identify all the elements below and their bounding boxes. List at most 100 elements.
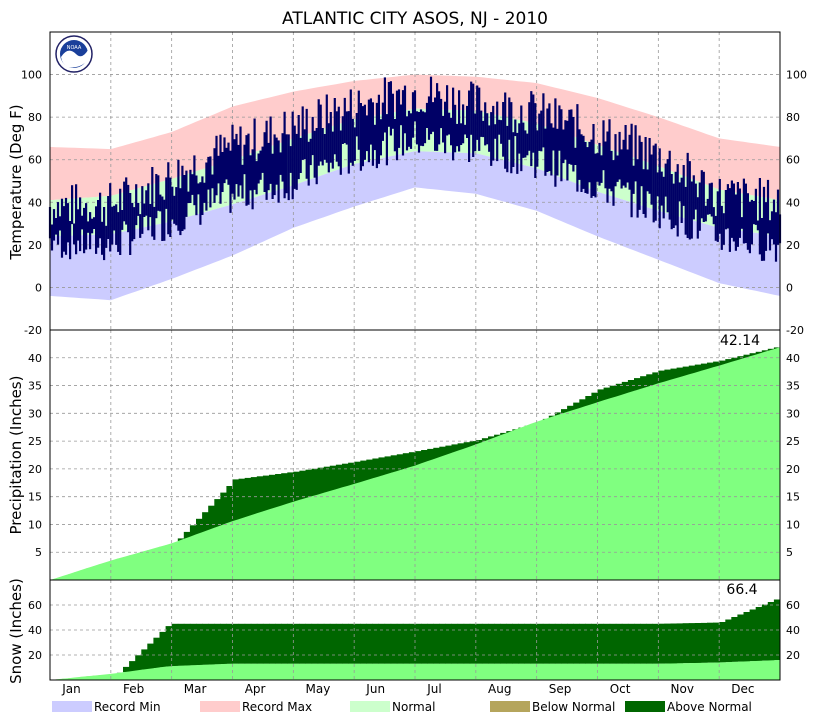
snow-above-normal-segment bbox=[640, 623, 647, 664]
snow-above-normal-segment bbox=[366, 623, 373, 664]
legend-swatch-record-max bbox=[200, 701, 240, 712]
precip-above-normal-segment bbox=[561, 409, 568, 414]
legend-swatch-below-normal bbox=[490, 701, 530, 712]
precipitation-panel: 5 5 10 10 15 15 20 20 25 25 30 30 35 35 40 40 Precipita… bbox=[7, 330, 800, 580]
precip-above-normal-segment bbox=[749, 353, 757, 357]
snow-above-normal-segment bbox=[299, 623, 306, 664]
snow-above-normal-segment bbox=[615, 623, 623, 664]
precip-above-normal-segment bbox=[244, 477, 252, 518]
y-tick-label-right: 20 bbox=[786, 463, 800, 476]
y-tick-label-left: 40 bbox=[28, 352, 42, 365]
snow-above-normal-segment bbox=[457, 623, 465, 664]
precip-above-normal-segment bbox=[573, 402, 580, 410]
y-tick-label-left: 20 bbox=[28, 649, 42, 662]
precip-above-normal-segment bbox=[335, 464, 343, 490]
snow-above-normal-segment bbox=[384, 623, 392, 664]
snow-above-normal-segment bbox=[749, 609, 757, 662]
snow-above-normal-segment bbox=[670, 623, 678, 664]
snow-above-normal-segment bbox=[269, 623, 276, 664]
legend-label-above-normal: Above Normal bbox=[667, 700, 752, 714]
precip-above-normal-segment bbox=[743, 354, 751, 359]
precip-above-normal-segment bbox=[360, 460, 367, 482]
precip-above-normal-segment bbox=[694, 364, 702, 373]
snow-y-ticks: 20 20 40 40 60 60 bbox=[28, 599, 800, 662]
precip-above-normal-segment bbox=[457, 443, 465, 451]
precip-above-normal-segment bbox=[615, 383, 623, 397]
snow-above-normal-segment bbox=[189, 623, 197, 666]
snow-above-normal-segment bbox=[725, 619, 732, 663]
snow-above-normal-segment bbox=[767, 602, 775, 661]
snow-above-normal-segment bbox=[208, 623, 215, 665]
precip-above-normal-segment bbox=[646, 374, 653, 388]
x-tick-label: Aug bbox=[488, 682, 511, 696]
precip-above-normal-segment bbox=[719, 360, 726, 366]
precip-above-normal-segment bbox=[488, 436, 495, 440]
snow-above-normal-segment bbox=[123, 666, 130, 673]
precip-above-normal-segment bbox=[384, 456, 392, 475]
snow-y-axis-label: Snow (Inches) bbox=[7, 578, 25, 684]
snow-above-normal-segment bbox=[451, 623, 459, 664]
precip-above-normal-segment bbox=[421, 450, 428, 464]
snow-above-normal-segment bbox=[281, 623, 288, 664]
snow-above-normal-segment bbox=[603, 623, 611, 664]
precip-above-normal-segment bbox=[597, 389, 605, 403]
y-tick-label-right: 10 bbox=[786, 518, 800, 531]
precip-above-normal-segment bbox=[451, 444, 459, 453]
precip-above-normal-segment bbox=[408, 452, 416, 468]
snow-above-normal-segment bbox=[646, 623, 653, 664]
y-tick-label-right: 40 bbox=[786, 624, 800, 637]
precip-above-normal-segment bbox=[214, 499, 221, 528]
snow-above-normal-segment bbox=[408, 623, 416, 664]
snow-above-normal-segment bbox=[548, 623, 556, 664]
precip-above-normal-segment bbox=[725, 359, 732, 364]
record-min-band bbox=[50, 151, 780, 301]
precip-above-normal-segment bbox=[640, 376, 647, 389]
precip-above-normal-segment bbox=[439, 446, 446, 458]
precipitation-areas bbox=[50, 347, 781, 580]
panel-frame bbox=[49, 579, 781, 681]
y-tick-label-left: 20 bbox=[28, 463, 42, 476]
snow-above-normal-segment bbox=[621, 623, 629, 664]
snow-above-normal-segment bbox=[244, 623, 252, 664]
y-tick-label-left: 30 bbox=[28, 407, 42, 420]
x-tick-label: Jun bbox=[365, 682, 385, 696]
precip-above-normal-segment bbox=[256, 476, 264, 514]
y-tick-label-right: 0 bbox=[786, 281, 793, 294]
snow-grid bbox=[50, 580, 780, 680]
precip-above-normal-segment bbox=[481, 438, 489, 443]
y-tick-label-left: 20 bbox=[28, 239, 42, 252]
precip-above-normal-segment bbox=[475, 440, 483, 445]
precipitation-total-label: 42.14 bbox=[720, 333, 760, 349]
observed-temperature-bars bbox=[48, 76, 782, 262]
snow-above-normal-segment bbox=[445, 623, 452, 664]
precip-above-normal-segment bbox=[445, 445, 452, 455]
chart-title: ATLANTIC CITY ASOS, NJ - 2010 bbox=[282, 9, 548, 29]
legend: Record Min Record Max Normal Below Norma… bbox=[52, 700, 752, 714]
precip-above-normal-segment bbox=[415, 451, 422, 466]
y-tick-label-right: -20 bbox=[786, 324, 804, 337]
y-tick-label-right: 60 bbox=[786, 154, 800, 167]
snow-above-normal-segment bbox=[737, 614, 744, 662]
temperature-y-ticks: -20 -20 0 0 20 20 40 40 60 60 80 80 100 100 bbox=[21, 69, 807, 337]
x-tick-label: Apr bbox=[245, 682, 266, 696]
precip-above-normal-segment bbox=[469, 441, 477, 447]
snow-above-normal-segment bbox=[427, 623, 434, 664]
snow-above-normal-segment bbox=[561, 623, 568, 664]
snow-above-normal-segment bbox=[597, 623, 605, 664]
precip-above-normal-segment bbox=[262, 475, 270, 512]
precip-above-normal-segment bbox=[609, 385, 617, 399]
precip-above-normal-segment bbox=[189, 525, 197, 537]
snow-above-normal-segment bbox=[147, 643, 154, 669]
precip-above-normal-segment bbox=[293, 471, 300, 502]
legend-label-record-min: Record Min bbox=[94, 700, 161, 714]
snow-above-normal-segment bbox=[627, 623, 635, 664]
precip-above-normal-segment bbox=[755, 351, 763, 355]
precip-above-normal-segment bbox=[713, 361, 720, 368]
x-tick-label: Oct bbox=[610, 682, 631, 696]
precip-above-normal-segment bbox=[378, 457, 386, 477]
precip-above-normal-segment bbox=[682, 366, 690, 377]
legend-label-below-normal: Below Normal bbox=[532, 700, 615, 714]
precip-above-normal-segment bbox=[220, 492, 227, 526]
precip-above-normal-segment bbox=[688, 365, 696, 375]
